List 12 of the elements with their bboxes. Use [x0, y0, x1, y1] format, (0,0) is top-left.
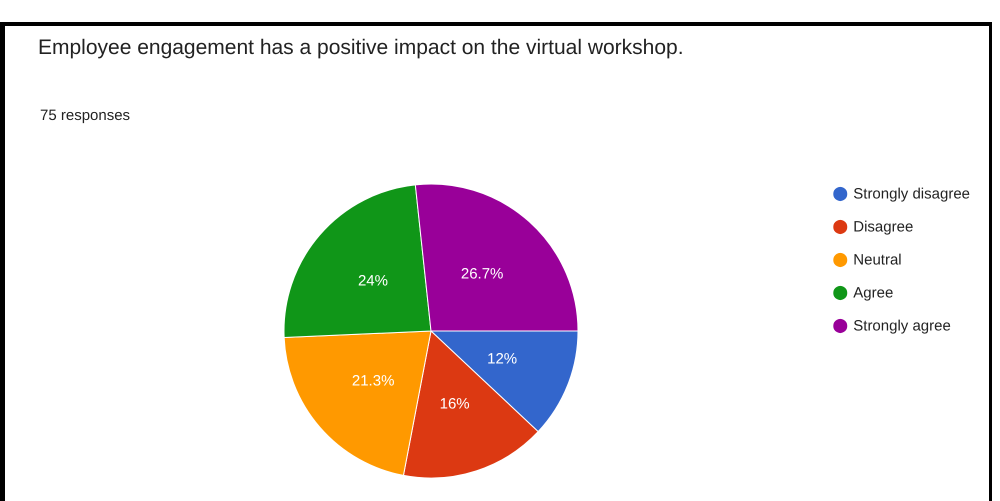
legend-label: Neutral — [853, 252, 902, 268]
legend-label: Agree — [853, 284, 894, 302]
data-label: 26.7% — [460, 266, 504, 283]
data-label: 24% — [358, 272, 388, 290]
data-label: 16% — [440, 395, 470, 412]
data-label: 12% — [487, 350, 518, 368]
data-label: 21.3% — [352, 372, 394, 390]
text: 75 responses — [40, 107, 130, 124]
chart-title: Employee engagement has a positive impact on the virtual workshop. — [38, 36, 684, 59]
legend-label: Strongly disagree — [853, 186, 970, 202]
legend-label: Strongly agree — [853, 318, 951, 334]
legend-label: Disagree — [853, 218, 914, 236]
